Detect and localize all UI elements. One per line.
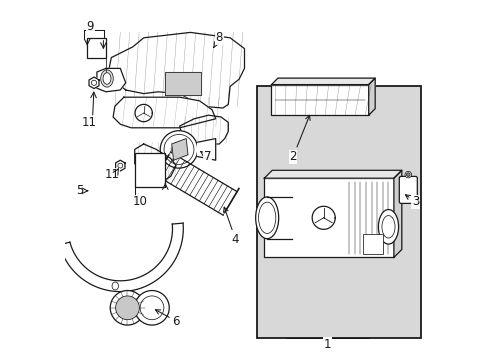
- Polygon shape: [179, 115, 228, 144]
- Ellipse shape: [115, 296, 139, 320]
- Polygon shape: [97, 68, 125, 92]
- Polygon shape: [115, 160, 125, 171]
- Polygon shape: [264, 170, 401, 178]
- Ellipse shape: [378, 210, 398, 244]
- Polygon shape: [165, 72, 201, 95]
- Polygon shape: [89, 77, 99, 89]
- Text: 1: 1: [323, 338, 330, 351]
- Ellipse shape: [101, 70, 113, 87]
- Text: 10: 10: [132, 195, 147, 208]
- Polygon shape: [107, 32, 244, 108]
- Bar: [363, 234, 382, 254]
- Ellipse shape: [134, 291, 169, 325]
- Text: 3: 3: [405, 195, 418, 208]
- Text: 9: 9: [86, 20, 94, 33]
- Text: 11: 11: [104, 168, 119, 181]
- Polygon shape: [197, 139, 215, 160]
- Polygon shape: [134, 144, 176, 182]
- Polygon shape: [271, 78, 374, 85]
- Polygon shape: [368, 78, 374, 115]
- Polygon shape: [60, 223, 183, 292]
- Text: 8: 8: [213, 31, 223, 48]
- Ellipse shape: [103, 73, 111, 84]
- Text: 2: 2: [289, 115, 309, 163]
- Text: 7: 7: [201, 150, 211, 163]
- Ellipse shape: [160, 131, 197, 168]
- Text: 5: 5: [76, 184, 83, 197]
- Polygon shape: [393, 170, 401, 257]
- Ellipse shape: [110, 291, 144, 325]
- Polygon shape: [113, 97, 215, 128]
- Text: 11: 11: [81, 116, 96, 129]
- Ellipse shape: [406, 173, 409, 176]
- Polygon shape: [171, 139, 187, 160]
- Bar: [266, 197, 292, 239]
- Bar: [264, 178, 393, 257]
- Bar: [257, 86, 420, 338]
- Bar: [87, 38, 106, 58]
- Bar: [134, 153, 165, 187]
- Ellipse shape: [404, 171, 411, 178]
- FancyBboxPatch shape: [399, 176, 416, 203]
- Text: 4: 4: [223, 207, 239, 246]
- Bar: [271, 85, 368, 115]
- Polygon shape: [156, 152, 237, 215]
- Ellipse shape: [255, 197, 278, 239]
- Text: 6: 6: [155, 310, 180, 328]
